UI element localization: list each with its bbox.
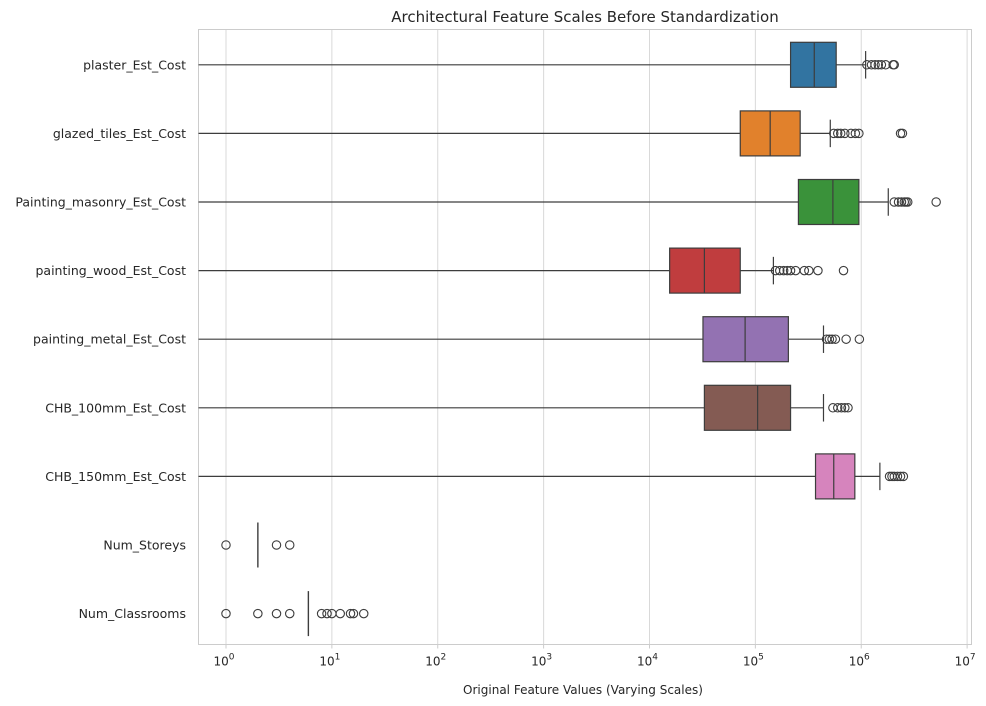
x-tick-label: 105: [743, 653, 764, 669]
outlier-point: [271, 540, 282, 550]
outlier-point: [873, 60, 884, 70]
box-plaster_Est_Cost: [198, 41, 899, 88]
outlier-point: [840, 128, 850, 139]
outlier-point: [870, 60, 880, 70]
outlier-point: [833, 128, 843, 139]
outlier-point: [284, 540, 295, 550]
category-labels: plaster_Est_Cost glazed_tiles_Est_Cost Pai…: [15, 57, 186, 621]
outlier-point: [892, 471, 903, 482]
outlier-point: [889, 197, 899, 207]
outlier-point: [335, 608, 345, 619]
box-Num_Classrooms: [221, 591, 369, 637]
boxes: [198, 41, 941, 637]
outlier-point: [778, 265, 789, 276]
outlier-point: [841, 334, 851, 344]
outlier-point: [897, 128, 908, 139]
outlier-point: [813, 265, 823, 276]
outlier-point: [893, 197, 904, 207]
outlier-point: [850, 128, 861, 139]
category-label: CHB_150mm_Est_Cost: [45, 469, 186, 484]
box-CHB_150mm_Est_Cost: [198, 453, 909, 500]
outlier-point: [889, 471, 899, 482]
x-tick-label: 107: [955, 653, 976, 669]
iqr-box: [703, 384, 792, 431]
outlier-point: [931, 197, 941, 207]
outlier-point: [253, 608, 263, 619]
outlier-point: [843, 403, 853, 413]
outlier-point: [895, 471, 906, 482]
outlier-point: [835, 128, 846, 139]
outlier-point: [775, 265, 785, 276]
outlier-point: [854, 334, 865, 344]
x-axis-label: Original Feature Values (Varying Scales): [463, 683, 703, 697]
outlier-point: [903, 197, 913, 207]
outlier-point: [833, 403, 843, 413]
iqr-box: [789, 41, 837, 88]
outlier-point: [358, 608, 369, 619]
outlier-point: [799, 265, 810, 276]
x-tick-label: 102: [425, 653, 446, 669]
category-label: Num_Storeys: [103, 538, 186, 553]
outlier-point: [785, 265, 796, 276]
x-tick-label: 100: [213, 653, 234, 669]
outlier-point: [221, 608, 231, 619]
outlier-point: [836, 403, 847, 413]
category-label: painting_metal_Est_Cost: [33, 332, 186, 347]
box-Num_Storeys: [221, 522, 295, 568]
box-painting_wood_Est_Cost: [198, 247, 849, 294]
plot-frame: [198, 29, 972, 645]
outlier-point: [876, 60, 887, 70]
outlier-point: [896, 197, 907, 207]
outlier-point: [854, 128, 864, 139]
outlier-point: [898, 471, 909, 482]
outlier-point: [840, 403, 850, 413]
box-Painting_masonry_Est_Cost: [198, 178, 941, 226]
box-CHB_100mm_Est_Cost: [198, 384, 853, 431]
outlier-point: [345, 608, 356, 619]
outlier-point: [316, 608, 327, 619]
category-label: Painting_masonry_Est_Cost: [15, 195, 186, 210]
x-tick-labels: 100 101 102 103 104 105 106 107: [213, 644, 976, 669]
outlier-point: [829, 128, 839, 139]
category-label: plaster_Est_Cost: [83, 57, 186, 72]
category-label: glazed_tiles_Est_Cost: [53, 126, 186, 141]
outlier-point: [284, 608, 295, 619]
box-painting_metal_Est_Cost: [198, 316, 865, 363]
outlier-point: [827, 334, 837, 344]
outlier-point: [824, 334, 835, 344]
outlier-point: [804, 265, 814, 276]
x-tick-label: 101: [319, 653, 340, 669]
category-label: Num_Classrooms: [79, 606, 186, 621]
chart-title: Architectural Feature Scales Before Stan…: [391, 8, 778, 26]
x-tick-label: 103: [531, 653, 552, 669]
outlier-point: [322, 608, 332, 619]
box-glazed_tiles_Est_Cost: [198, 110, 908, 157]
iqr-box: [797, 178, 860, 226]
outlier-point: [866, 60, 877, 70]
iqr-box: [814, 453, 856, 500]
outlier-point: [838, 265, 849, 276]
x-tick-label: 104: [637, 653, 658, 669]
outlier-point: [271, 608, 282, 619]
outlier-point: [221, 540, 231, 550]
category-label: CHB_100mm_Est_Cost: [45, 400, 186, 415]
outlier-point: [889, 60, 899, 70]
outlier-point: [348, 608, 359, 619]
outlier-point: [830, 334, 841, 344]
category-label: painting_wood_Est_Cost: [35, 263, 186, 278]
x-tick-label: 106: [849, 653, 870, 669]
